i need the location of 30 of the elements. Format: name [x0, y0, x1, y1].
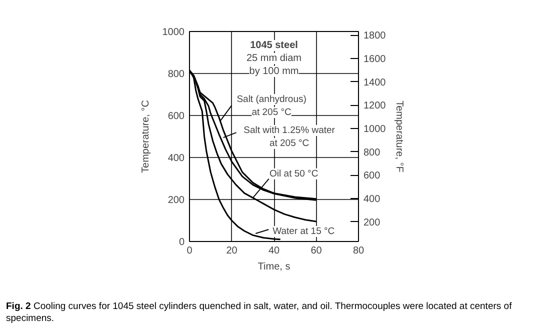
x-axis-title: Time, s	[258, 262, 290, 272]
annotation: Water at 15 °C	[272, 226, 335, 238]
y2-tick-label: 400	[364, 194, 381, 206]
caption: Fig. 2 Cooling curves for 1045 steel cylinders quenched in salt, water, and oil. Thermocouples were located at centers of specimens.	[6, 301, 513, 325]
y2-tick-label: 200	[364, 217, 381, 228]
x-tick-label: 60	[310, 246, 322, 256]
y2-tick-label: 1400	[364, 77, 386, 88]
x-tick-label: 0	[186, 246, 193, 256]
annotation: 25 mm diam by 100 mm	[246, 53, 302, 77]
x-tick-label: 20	[226, 246, 238, 256]
y2-tick-label: 1600	[364, 54, 386, 66]
y-tick-label: 800	[168, 69, 185, 80]
y2-tick-label: 800	[364, 147, 381, 158]
y-tick-label: 400	[168, 153, 185, 164]
annotation: Salt with 1.25% water at 205 °C	[244, 125, 335, 150]
y-axis-title: Temperature, °C	[140, 100, 152, 173]
y-tick-label: 1000	[162, 27, 185, 38]
y2-tick-label: 1200	[364, 100, 386, 112]
y2-tick-label: 1800	[364, 30, 386, 42]
annotation: Salt (anhydrous) at 205 °C	[236, 94, 306, 118]
y-tick-label: 200	[168, 195, 185, 206]
x-tick-label: 80	[352, 246, 364, 256]
annotation: 1045 steel	[250, 40, 298, 51]
annotation: Oil at 50 °C	[270, 168, 318, 180]
y-tick-label: 0	[178, 237, 185, 248]
y2-tick-label: 600	[364, 170, 381, 182]
y2-tick-label: 1000	[364, 124, 386, 136]
y-tick-label: 600	[168, 111, 185, 122]
x-tick-label: 40	[268, 246, 280, 256]
y2-axis-title: Temperature, °F	[394, 100, 405, 172]
